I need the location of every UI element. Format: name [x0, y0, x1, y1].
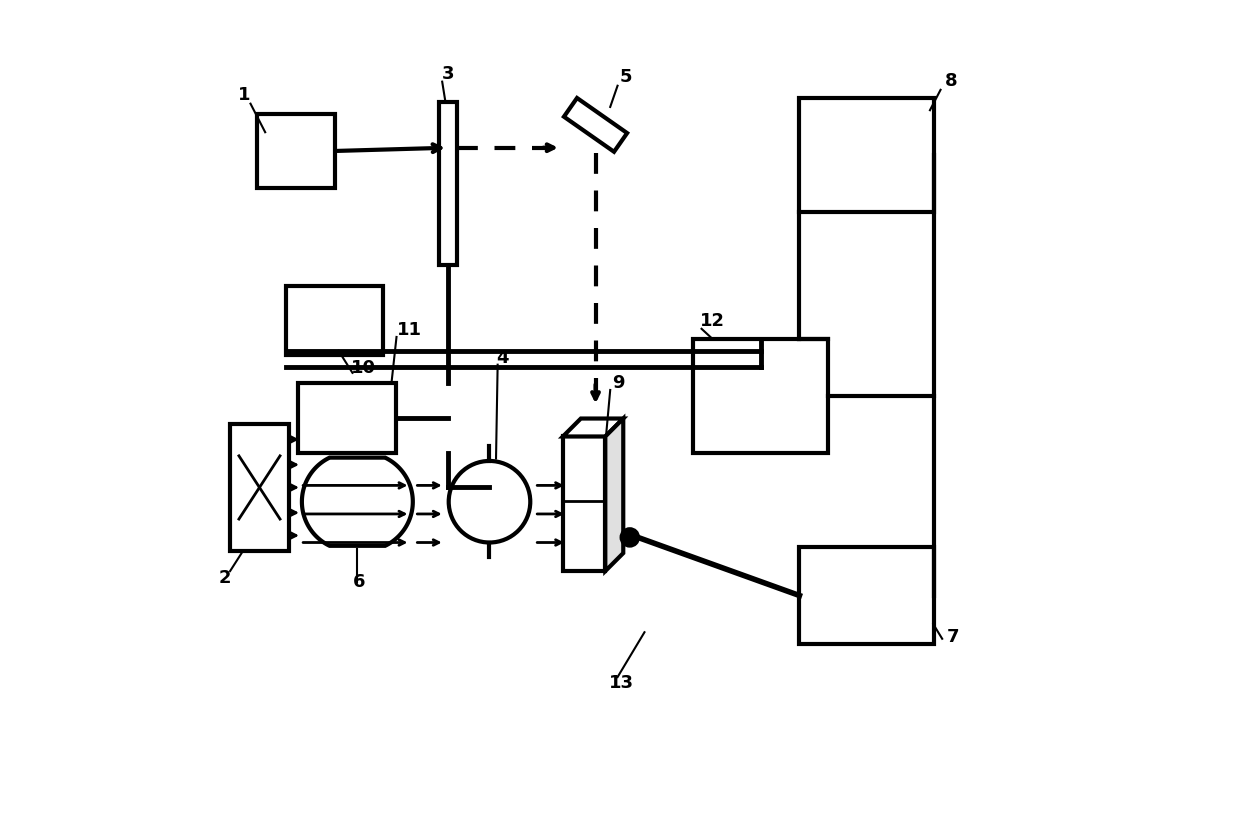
- Bar: [800, 98, 934, 212]
- Circle shape: [621, 529, 637, 545]
- Text: 13: 13: [609, 674, 635, 691]
- Bar: [285, 286, 383, 355]
- Text: 5: 5: [620, 68, 632, 87]
- Circle shape: [449, 461, 531, 542]
- Text: 11: 11: [397, 321, 423, 339]
- Bar: [800, 546, 934, 644]
- Text: 10: 10: [351, 358, 376, 377]
- Polygon shape: [301, 457, 413, 545]
- Text: 6: 6: [353, 574, 366, 592]
- Text: 2: 2: [218, 569, 231, 588]
- Bar: [298, 383, 396, 452]
- Text: 8: 8: [945, 72, 957, 90]
- Text: 9: 9: [611, 373, 625, 391]
- Bar: [563, 437, 605, 571]
- Text: 3: 3: [443, 65, 455, 83]
- Text: 7: 7: [946, 628, 959, 646]
- Bar: [693, 339, 828, 452]
- Bar: [257, 115, 335, 188]
- Text: 4: 4: [496, 349, 508, 367]
- Text: 12: 12: [699, 312, 725, 330]
- Polygon shape: [564, 98, 627, 152]
- Bar: [439, 102, 456, 265]
- Bar: [231, 424, 289, 550]
- Text: 1: 1: [238, 87, 250, 105]
- Polygon shape: [563, 419, 624, 437]
- Polygon shape: [605, 419, 624, 571]
